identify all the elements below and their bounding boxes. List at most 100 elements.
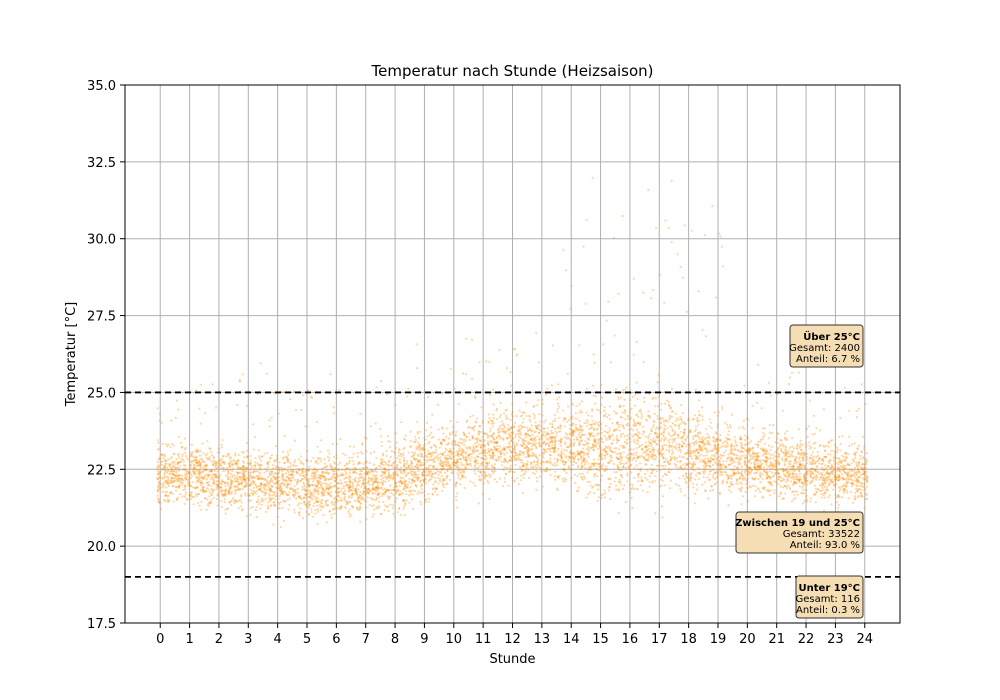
scatter-point	[626, 457, 629, 460]
scatter-point	[271, 490, 274, 493]
scatter-point	[610, 442, 614, 445]
scatter-point	[257, 474, 260, 477]
scatter-point	[690, 441, 693, 445]
scatter-point	[406, 460, 409, 463]
scatter-point	[292, 470, 295, 473]
scatter-point	[181, 453, 184, 456]
scatter-point	[603, 414, 606, 417]
scatter-point	[214, 475, 217, 478]
scatter-point	[505, 367, 508, 370]
scatter-point	[328, 457, 331, 460]
scatter-point	[333, 412, 336, 415]
scatter-point	[375, 486, 378, 489]
scatter-point	[163, 464, 166, 468]
scatter-point	[258, 463, 261, 466]
scatter-point	[182, 464, 186, 467]
scatter-point	[586, 442, 590, 445]
scatter-point	[643, 400, 646, 404]
scatter-point	[573, 438, 576, 441]
scatter-point	[526, 460, 529, 463]
scatter-point	[204, 477, 207, 480]
scatter-point	[433, 465, 436, 468]
scatter-point	[439, 471, 442, 474]
scatter-point	[597, 483, 600, 486]
scatter-point	[458, 469, 461, 472]
scatter-point	[637, 480, 640, 483]
scatter-point	[570, 431, 573, 434]
scatter-point	[384, 480, 387, 483]
scatter-point	[471, 452, 474, 455]
scatter-point	[362, 498, 365, 501]
scatter-point	[378, 506, 381, 509]
scatter-point	[682, 456, 686, 459]
scatter-point	[637, 472, 640, 475]
scatter-point	[403, 462, 406, 465]
scatter-point	[508, 428, 511, 431]
scatter-point	[629, 408, 632, 411]
scatter-point	[282, 391, 285, 394]
scatter-point	[227, 471, 230, 474]
scatter-point	[403, 480, 406, 483]
scatter-point	[647, 435, 650, 438]
scatter-point	[399, 476, 402, 479]
scatter-point	[354, 487, 357, 490]
scatter-point	[512, 448, 516, 451]
scatter-point	[236, 462, 239, 465]
scatter-point	[396, 473, 399, 476]
scatter-point	[676, 468, 679, 471]
scatter-point	[236, 459, 240, 462]
scatter-point	[351, 505, 354, 508]
scatter-point	[431, 492, 434, 496]
scatter-point	[417, 461, 420, 464]
scatter-point	[188, 471, 191, 474]
scatter-point	[592, 462, 595, 466]
scatter-point	[329, 485, 332, 488]
scatter-point	[597, 469, 600, 472]
scatter-point	[194, 486, 197, 490]
scatter-point	[637, 422, 641, 425]
scatter-point	[367, 488, 370, 491]
scatter-point	[308, 496, 311, 499]
scatter-point	[479, 445, 482, 448]
scatter-point	[465, 373, 468, 376]
scatter-point	[245, 483, 248, 486]
scatter-point	[210, 484, 213, 487]
scatter-point	[384, 490, 387, 493]
scatter-point	[600, 496, 603, 499]
scatter-point	[280, 501, 283, 504]
scatter-point	[723, 440, 726, 443]
scatter-point	[616, 466, 620, 469]
scatter-point	[497, 428, 500, 431]
scatter-point	[550, 432, 553, 435]
scatter-point	[223, 498, 226, 501]
scatter-point	[489, 454, 493, 457]
scatter-point	[166, 445, 169, 448]
scatter-point	[619, 453, 623, 456]
scatter-point	[197, 472, 200, 475]
scatter-point	[687, 449, 690, 452]
scatter-point	[505, 430, 508, 433]
scatter-point	[198, 462, 201, 465]
scatter-point	[513, 455, 516, 458]
scatter-point	[493, 467, 496, 470]
scatter-point	[512, 441, 515, 444]
scatter-point	[342, 492, 345, 495]
scatter-point	[471, 338, 474, 341]
scatter-point	[575, 427, 578, 430]
scatter-point	[392, 462, 395, 465]
scatter-point	[525, 465, 528, 468]
scatter-point	[654, 512, 657, 515]
scatter-point	[619, 396, 623, 399]
scatter-point	[601, 396, 604, 399]
scatter-point	[536, 427, 540, 430]
scatter-point	[165, 480, 168, 484]
scatter-point	[171, 473, 175, 476]
scatter-point	[209, 470, 213, 473]
scatter-point	[639, 484, 642, 487]
scatter-point	[638, 462, 642, 465]
scatter-point	[540, 444, 543, 447]
scatter-point	[693, 443, 696, 446]
scatter-point	[448, 464, 451, 468]
scatter-point	[277, 412, 280, 415]
scatter-point	[473, 465, 476, 468]
